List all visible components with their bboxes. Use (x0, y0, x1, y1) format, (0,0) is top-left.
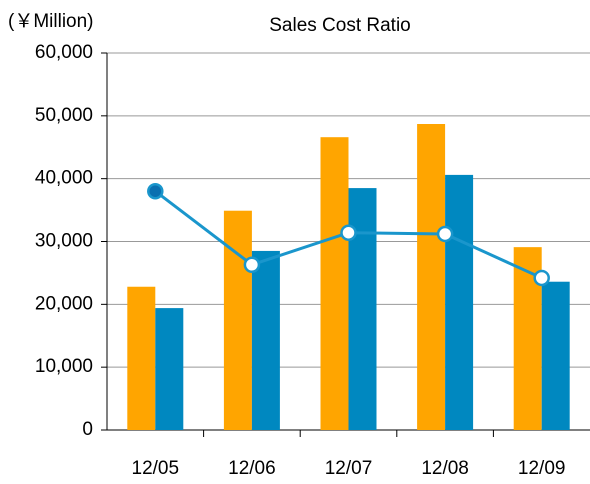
marker (436, 225, 454, 243)
marker (243, 256, 261, 273)
marker (533, 269, 550, 287)
y-tick-label: 40,000 (35, 168, 93, 189)
bar (320, 137, 349, 431)
x-tick-label: 12/05 (132, 458, 180, 479)
y-tick-label: 30,000 (35, 231, 93, 252)
y-tick-label: 0 (82, 419, 93, 440)
x-tick-label: 12/09 (518, 458, 566, 479)
marker (340, 224, 357, 241)
y-tick-label: 50,000 (35, 105, 93, 126)
bar (417, 124, 446, 431)
unit-label: (￥Million) (8, 11, 94, 32)
y-tick-label: 20,000 (35, 293, 93, 314)
bar (445, 174, 474, 430)
bar (348, 188, 377, 430)
bar (541, 281, 570, 430)
bar (251, 250, 280, 430)
x-tick-label: 12/07 (325, 458, 373, 479)
bar (155, 308, 184, 430)
y-tick-label: 10,000 (35, 356, 93, 377)
y-tick-label: 60,000 (35, 42, 93, 63)
x-tick-label: 12/06 (228, 458, 276, 479)
chart-title: Sales Cost Ratio (269, 15, 411, 36)
marker (147, 182, 164, 200)
bar (127, 286, 156, 430)
bar (223, 210, 252, 430)
x-tick-label: 12/08 (421, 458, 469, 479)
